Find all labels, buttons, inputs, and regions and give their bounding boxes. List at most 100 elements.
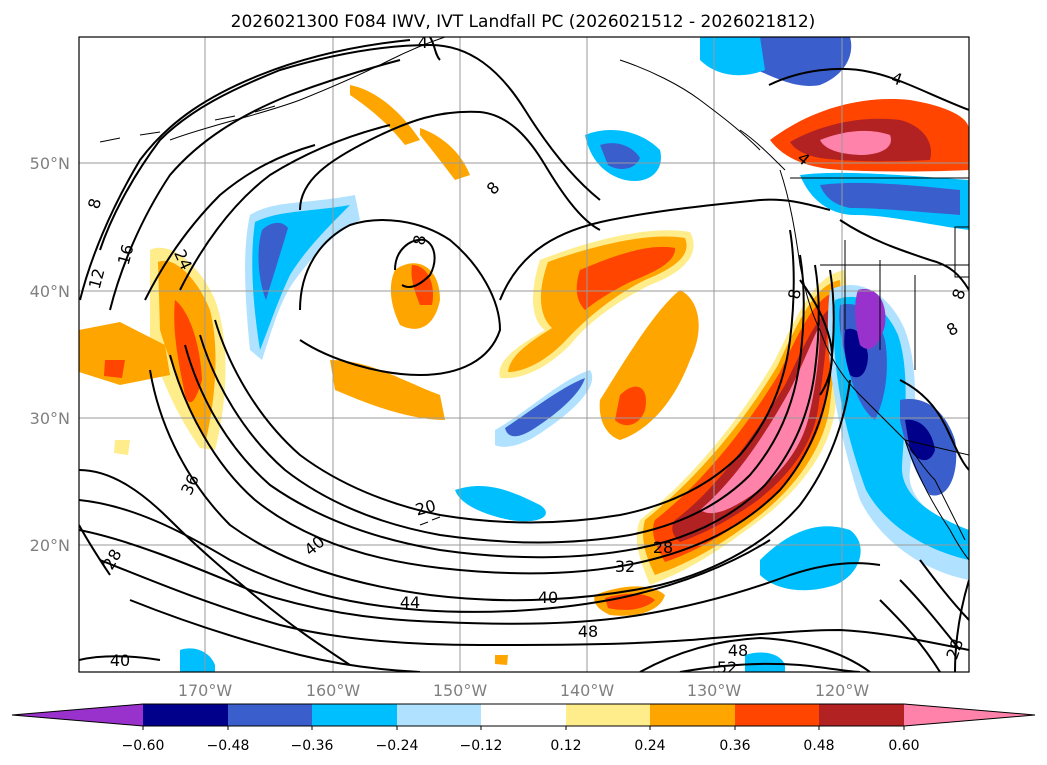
contour-52-south [679,662,861,672]
contour-12 [79,39,411,301]
contour-8-inner-lobe [394,238,436,288]
contour-52 [129,599,421,672]
colorbar-swatch-extend-high [904,704,1035,726]
colorbar-tick-label: −0.36 [291,738,334,754]
contour-label: 40 [110,651,130,670]
colorbar-swatch [143,704,228,726]
shade-red-center [411,265,434,305]
contour-40-west [79,469,351,666]
shade-pink-northeast [820,130,891,155]
contour-label: 8 [784,287,804,300]
contour-28b [184,264,820,559]
shade-ar-pink [700,325,820,514]
colorbar-tick-label: 0.60 [888,738,919,754]
contour-28a [199,254,805,544]
contour-28-se [954,579,969,672]
shade-blue-ne-south-dark [820,182,960,215]
shade-orange-band-center [330,360,445,420]
contour-40 [79,499,771,613]
contour-box-east [899,379,969,471]
shade-blue-southeast [760,526,861,591]
shade-purple-coast [855,289,886,349]
contour-40-sw [79,655,161,661]
contour-label: 4 [418,33,428,52]
colorbar-swatch [312,704,397,726]
contour-44 [79,529,881,625]
colorbar-swatch-extend-low [12,704,143,726]
shade-cyan-south-edge [745,652,785,672]
lon-label: 170°W [178,681,233,700]
contour-4-northeast [768,67,969,111]
contour-inner-loop [299,219,502,377]
anomaly-shading [79,37,969,672]
shade-blue-west-dark [258,222,288,300]
contour-4-north [429,37,441,61]
colorbar-tick-label: 0.12 [550,738,581,754]
colorbar-ticks: −0.60 −0.48 −0.36 −0.24 −0.12 0.12 0.24 … [122,738,920,754]
lat-label: 20°N [30,536,70,555]
contour-16 [109,59,401,311]
lon-label: 150°W [433,681,488,700]
coast-gulf-california [934,479,966,541]
map-area: 4 8 8 8 12 16 24 4 8 20 36 40 28 28 32 4… [79,33,969,677]
contour-48 [99,559,969,651]
border-state-1 [844,240,916,370]
contour-28-sw [79,524,111,576]
shade-red-left-dot [104,360,125,378]
shade-navy-coast-east [905,419,935,461]
contour-ne-to-sw [499,198,831,301]
contour-36 [149,369,851,602]
coast-southeast-alaska [619,59,761,151]
lon-label: 130°W [687,681,742,700]
lat-label: 30°N [30,409,70,428]
coast-bc-north [739,129,786,171]
shade-yellow-south-dot [495,655,508,665]
shade-blue-northeast [740,37,852,86]
contour-20-big [214,229,795,524]
shade-orange-north-2 [420,128,470,180]
colorbar-swatch [228,704,312,726]
contour-east-lines [879,559,969,672]
contour-20 [179,124,391,291]
contour-label: 16 [114,242,138,267]
contour-8-right [839,219,969,291]
shade-blue-southeast-small [180,648,215,672]
contour-label: 44 [400,593,420,612]
colorbar-swatch [397,704,481,726]
map-frame [78,36,970,673]
colorbar-swatch [735,704,819,726]
shade-red-band-north [576,246,676,310]
colorbar-swatches [11,703,1036,730]
contour-label: 40 [538,588,558,607]
contour-24 [144,144,316,301]
colorbar-tick-label: −0.48 [207,738,250,754]
contour-label: 52 [717,658,737,677]
contour-48-south [639,636,871,672]
latitude-labels: 50°N 40°N 30°N 20°N [30,154,70,555]
shade-cyan-northeast [700,37,765,76]
contour-label: 32 [615,557,635,576]
shade-blue-strip-center-inner [505,378,585,437]
lon-label: 140°W [560,681,615,700]
colorbar-tick-label: −0.24 [376,738,419,754]
contour-label: 48 [728,641,748,660]
gridlines [79,37,969,672]
longitude-labels: 170°W 160°W 150°W 140°W 130°W 120°W [178,681,870,700]
coast-aleutians [99,105,276,143]
lat-label: 40°N [30,282,70,301]
lat-label: 50°N [30,154,70,173]
shade-red-south-center [615,386,646,426]
coast-alaska-peninsula [169,37,446,141]
shade-orange-north [350,85,420,145]
contour-coastal-loops [799,279,833,396]
coast-baja [904,439,969,561]
map-title: 2026021300 F084 IWV, IVT Landfall PC (20… [231,12,816,32]
lon-label: 160°W [306,681,361,700]
colorbar-tick-label: 0.48 [803,738,834,754]
colorbar-swatch [481,704,566,726]
colorbar-tick-label: −0.60 [122,738,165,754]
colorbar-tick-label: −0.12 [460,738,503,754]
border-box-ne [954,226,969,278]
